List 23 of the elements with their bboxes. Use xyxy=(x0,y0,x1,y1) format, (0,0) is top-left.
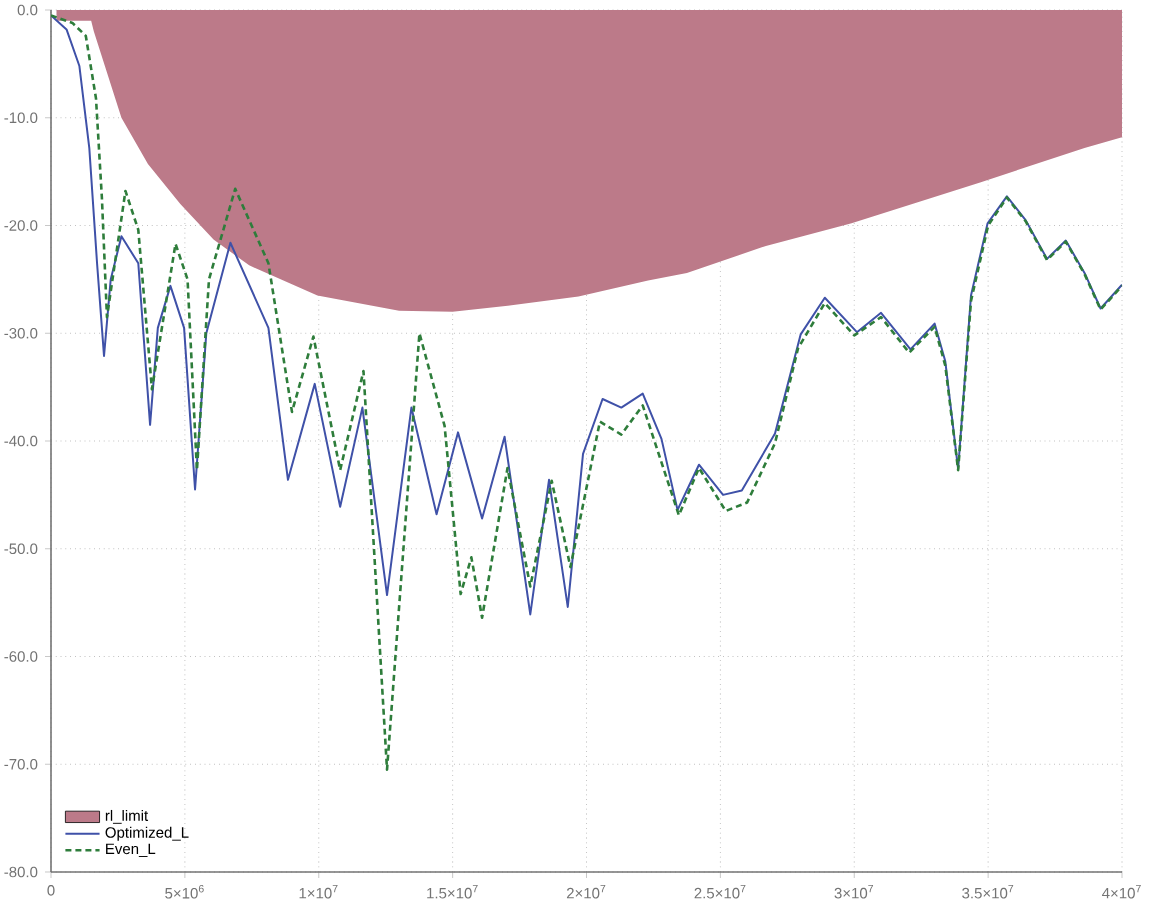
legend-label: rl_limit xyxy=(105,809,149,824)
legend-label: Optimized_L xyxy=(105,826,189,841)
x-tick-label: 0 xyxy=(47,885,55,896)
x-tick-label: 3×10$^{7}$ xyxy=(834,885,874,899)
y-tick-label: -70.0 xyxy=(4,758,38,770)
x-tick-label: 1×10$^{7}$ xyxy=(299,885,338,899)
y-tick-label: -50.0 xyxy=(4,543,38,555)
x-tick-label: 4×10$^{7}$ xyxy=(1102,885,1141,899)
y-tick-label: -30.0 xyxy=(4,327,38,339)
x-tick-label: 5×10$^{6}$ xyxy=(165,885,204,899)
y-tick-label: -80.0 xyxy=(4,866,38,878)
y-tick-label: -20.0 xyxy=(4,220,38,231)
legend-label: Even_L xyxy=(106,843,156,857)
line-series xyxy=(51,14,1123,771)
x-tick-label: 2×10$^{7}$ xyxy=(566,885,606,899)
y-tick-label: -60.0 xyxy=(4,651,38,662)
x-tick-label: 2.5×10$^{7}$ xyxy=(694,885,746,899)
x-tick-label: 3.5×10$^{7}$ xyxy=(962,885,1014,899)
y-tick-label: -10.0 xyxy=(4,112,38,124)
y-tick-label: 0.0 xyxy=(17,4,38,16)
line-series xyxy=(51,14,1123,616)
y-tick-label: -40.0 xyxy=(4,435,38,447)
x-tick-label: 1.5×10$^{7}$ xyxy=(427,885,478,899)
